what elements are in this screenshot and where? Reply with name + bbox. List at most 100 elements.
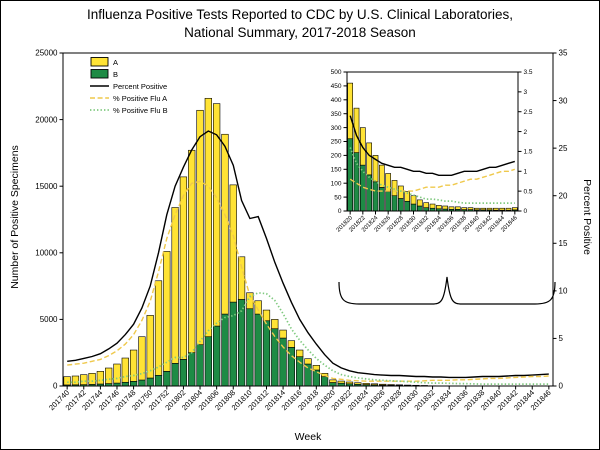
bar-segment-a — [271, 319, 279, 330]
bar-segment-a — [473, 207, 480, 211]
bar-segment-a — [442, 205, 449, 210]
bar-segment-b — [237, 299, 246, 387]
bar-segment-a — [304, 358, 312, 365]
bar-segment-b — [129, 381, 138, 387]
y-tick-label-right: 20 — [559, 191, 568, 200]
bar-segment-a — [113, 363, 121, 384]
bar-segment-a — [486, 207, 493, 211]
chart-title-line1: Influenza Positive Tests Reported to CDC… — [87, 7, 513, 22]
y-tick-label-right: 5 — [559, 334, 564, 343]
bar-segment-a — [370, 383, 379, 386]
bar-segment-a — [505, 207, 512, 211]
brace-annotation — [338, 276, 556, 305]
bar-segment-a — [171, 207, 179, 364]
bar-segment-b — [154, 375, 163, 387]
bar-segment-a — [88, 373, 96, 385]
y-tick-label-right: 2.5 — [524, 109, 533, 116]
y-tick-label-left: 50 — [334, 194, 342, 201]
y-tick-label-left: 10000 — [35, 249, 58, 258]
bar-segment-b — [385, 191, 392, 212]
y-tick-label-left: 0 — [338, 208, 342, 215]
bar-segment-b — [391, 195, 398, 212]
bar-segment-a — [345, 381, 354, 385]
bar-segment-a — [196, 109, 204, 346]
y-tick-label-left: 25000 — [35, 49, 58, 58]
bar-segment-b — [329, 382, 337, 387]
line-percent-positive — [67, 130, 549, 379]
bar-segment-b — [163, 371, 171, 387]
y-tick-label-right: 1.5 — [524, 149, 533, 156]
y-tick-label-right: 0 — [559, 382, 564, 391]
y-tick-label-left: 350 — [331, 111, 342, 118]
bar-segment-b — [372, 181, 379, 212]
bar-segment-b — [146, 377, 154, 387]
bar-segment-a — [378, 164, 385, 188]
legend: AB Percent Positive % Positive Flu A % Posi… — [90, 57, 168, 115]
inset-panel: 0 50 100 150 200 250 300 350 400 450 500 0 0.5 1 1.5 2 2… — [331, 69, 533, 233]
bar-segment-b — [320, 376, 329, 387]
bar-segment-b — [179, 359, 188, 387]
legend-label-b: B — [113, 70, 118, 79]
bar-segment-a — [461, 207, 468, 210]
bar-segment-a — [229, 184, 237, 303]
bar-segment-a — [63, 376, 71, 386]
bar-segment-a — [138, 336, 146, 381]
bar-segment-a — [448, 206, 455, 210]
bar-segment-b — [279, 337, 287, 387]
bar-segment-a — [146, 315, 154, 379]
bar-segment-b — [171, 363, 179, 387]
bar-segment-a — [279, 329, 287, 339]
bar-segment-b — [246, 308, 254, 387]
legend-label-percent-positive: Percent Positive — [113, 82, 167, 91]
bar-segment-a — [129, 349, 138, 382]
chart-title-line2: National Summary, 2017-2018 Season — [184, 25, 416, 40]
bar-segment-a — [71, 375, 80, 386]
y-tick-label-right: 10 — [559, 287, 568, 296]
bar-segment-b — [271, 328, 279, 387]
y-tick-label-left: 150 — [331, 167, 342, 174]
bar-segment-a — [213, 103, 221, 327]
y-tick-label-right: 2 — [524, 129, 528, 136]
line-positive-flu-a — [67, 180, 549, 382]
bar-segment-a — [492, 207, 499, 211]
line-percent-positive — [349, 115, 516, 176]
bar-segment-a — [347, 82, 354, 140]
bar-segment-a — [362, 383, 370, 385]
bar-segment-b — [121, 381, 129, 387]
y-tick-label-left: 250 — [331, 139, 342, 146]
y-tick-label-right: 0 — [524, 208, 528, 215]
bar-segment-b — [221, 313, 229, 387]
bar-segment-a — [372, 155, 379, 183]
bar-segment-a — [511, 207, 518, 211]
bar-segment-b — [262, 320, 271, 387]
legend-label-a: A — [113, 58, 118, 67]
bar-segment-a — [395, 384, 403, 386]
bar-segment-a — [397, 185, 404, 199]
bar-segment-a — [154, 280, 163, 376]
bar-segment-b — [366, 174, 373, 212]
y-tick-label-right: 25 — [559, 144, 568, 153]
bar-segment-a — [429, 203, 436, 209]
bar-segment-a — [416, 199, 423, 207]
y-tick-label-left: 15000 — [35, 182, 58, 191]
bar-segment-a — [254, 300, 262, 315]
bar-segment-a — [385, 173, 392, 192]
bar-segment-a — [379, 383, 387, 386]
bar-segment-b — [423, 207, 430, 212]
y-tick-label-left: 20000 — [35, 115, 58, 124]
bar-segment-b — [213, 325, 221, 387]
inset-panel-axes: 0 50 100 150 200 250 300 350 400 450 500 0 0.5 1 1.5 2 2… — [331, 69, 533, 233]
legend-swatch-b — [90, 69, 109, 79]
bar-segment-a — [204, 97, 212, 338]
legend-swatch-a — [90, 57, 109, 67]
bar-segment-a — [366, 142, 373, 176]
bar-segment-a — [96, 371, 104, 385]
bar-segment-a — [480, 207, 487, 211]
bar-segment-a — [80, 374, 88, 385]
bar-segment-b — [138, 379, 146, 387]
bar-segment-a — [391, 180, 398, 197]
bar-segment-a — [423, 202, 430, 208]
x-axis-label: Week — [294, 431, 322, 443]
main-panel-frame — [62, 52, 554, 387]
